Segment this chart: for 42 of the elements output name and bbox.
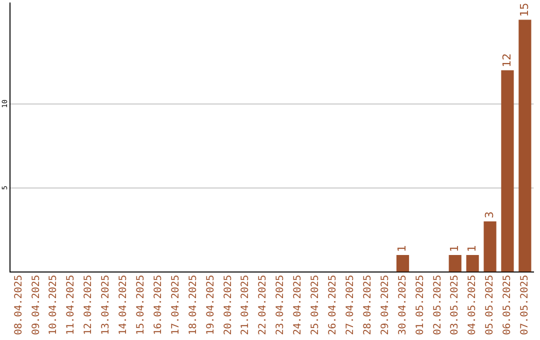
bar — [518, 20, 532, 272]
data-label: 1 — [396, 244, 409, 252]
x-tick-label: 08.04.2025 — [13, 274, 24, 336]
x-tick-label: 15.04.2025 — [136, 274, 147, 336]
x-tick-label: 16.04.2025 — [152, 274, 164, 336]
x-tick-label: 02.05.2025 — [432, 274, 444, 336]
data-label: 15 — [518, 2, 531, 17]
x-tick-label: 30.04.2025 — [397, 274, 408, 336]
x-tick-label: 21.04.2025 — [240, 274, 252, 336]
x-tick-label: 20.04.2025 — [222, 274, 234, 336]
x-tick-label: 29.04.2025 — [380, 274, 391, 336]
x-tick-label: 22.04.2025 — [258, 274, 269, 336]
bar — [396, 254, 410, 272]
x-tick-label: 28.04.2025 — [362, 274, 374, 336]
bar — [448, 254, 462, 272]
x-tick-label: 24.04.2025 — [292, 274, 304, 336]
x-tick-label: 09.04.2025 — [30, 274, 42, 336]
x-tick-label: 12.04.2025 — [83, 274, 94, 336]
x-tick-label: 14.04.2025 — [118, 274, 130, 336]
bar — [466, 254, 479, 272]
data-label: 3 — [482, 211, 496, 218]
x-tick-label: 23.04.2025 — [275, 274, 286, 336]
x-tick-label: 05.05.2025 — [484, 274, 496, 336]
bar — [501, 70, 514, 272]
x-tick-label: 10.04.2025 — [48, 274, 60, 336]
x-tick-label: 19.04.2025 — [205, 274, 216, 336]
x-tick-label: 27.04.2025 — [344, 274, 356, 336]
x-tick-label: 17.04.2025 — [170, 274, 182, 336]
x-tick-label: 13.04.2025 — [100, 274, 112, 336]
x-tick-label: 03.05.2025 — [450, 274, 461, 336]
x-tick-label: 04.05.2025 — [467, 274, 478, 336]
x-tick-label: 11.04.2025 — [66, 274, 77, 336]
x-tick-label: 07.05.2025 — [520, 274, 531, 336]
x-tick-label: 06.05.2025 — [502, 274, 514, 336]
data-label: 1 — [465, 244, 478, 252]
data-label: 1 — [448, 244, 461, 252]
bar — [484, 221, 496, 272]
x-tick-label: 01.05.2025 — [414, 274, 426, 336]
x-tick-label: 18.04.2025 — [188, 274, 199, 336]
x-tick-label: 26.04.2025 — [328, 274, 339, 336]
data-label: 12 — [500, 53, 514, 68]
x-tick-label: 25.04.2025 — [310, 274, 322, 336]
